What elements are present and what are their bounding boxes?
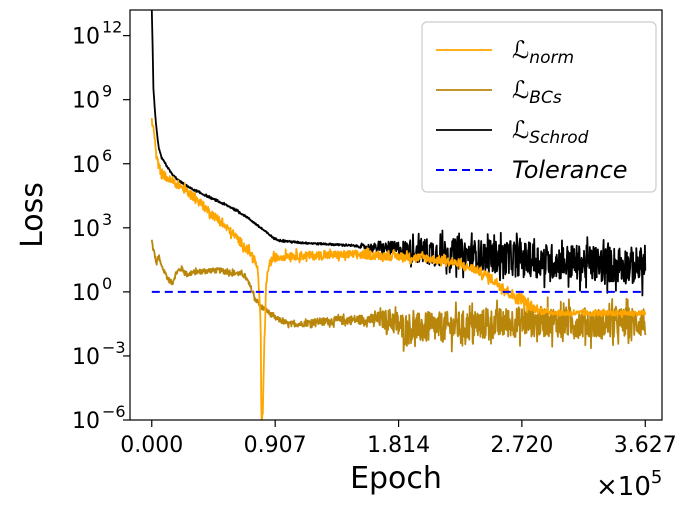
axes-frame xyxy=(129,9,663,421)
legend-label: ℒnorm xyxy=(512,36,574,68)
y-tick-label: 10 xyxy=(72,153,100,178)
y-tick-exponent: 9 xyxy=(102,82,112,101)
y-tick-label: 10 xyxy=(72,409,100,434)
y-tick-label: 10 xyxy=(72,25,100,50)
series-line-norm xyxy=(150,117,647,420)
legend-label: ℒBCs xyxy=(512,76,562,108)
x-tick-label: 2.720 xyxy=(490,433,553,458)
y-axis-label: Loss xyxy=(15,182,50,248)
y-tick-label: 10 xyxy=(72,345,100,370)
y-tick-exponent: 3 xyxy=(102,210,112,229)
x-tick-label: 3.627 xyxy=(614,433,677,458)
y-tick-label: 10 xyxy=(72,89,100,114)
legend-label: Tolerance xyxy=(512,156,628,184)
x-axis-multiplier: ×105 xyxy=(596,467,662,502)
legend-box xyxy=(421,21,657,193)
y-tick-exponent: −3 xyxy=(102,338,126,357)
x-tick-label: 1.814 xyxy=(367,433,430,458)
legend: ℒnorm ℒBCs ℒSchrod Tolerance xyxy=(421,21,657,193)
series-line-schrod xyxy=(150,10,647,297)
y-tick-exponent: 0 xyxy=(102,274,112,293)
y-tick-exponent: −6 xyxy=(102,402,126,421)
x-axis-label: Epoch xyxy=(350,461,442,496)
y-tick-exponent: 6 xyxy=(102,146,112,165)
y-tick-exponent: 12 xyxy=(102,18,122,37)
y-tick-label: 10 xyxy=(72,217,100,242)
plot-lines xyxy=(150,10,647,420)
series-line-bcs xyxy=(150,239,647,353)
x-tick-label: 0.000 xyxy=(120,433,183,458)
x-tick-label: 0.907 xyxy=(244,433,307,458)
x-axis-ticks: 0.000 0.907 1.814 2.720 3.627 xyxy=(120,420,677,458)
legend-label: ℒSchrod xyxy=(512,116,589,148)
y-tick-label: 10 xyxy=(72,281,100,306)
